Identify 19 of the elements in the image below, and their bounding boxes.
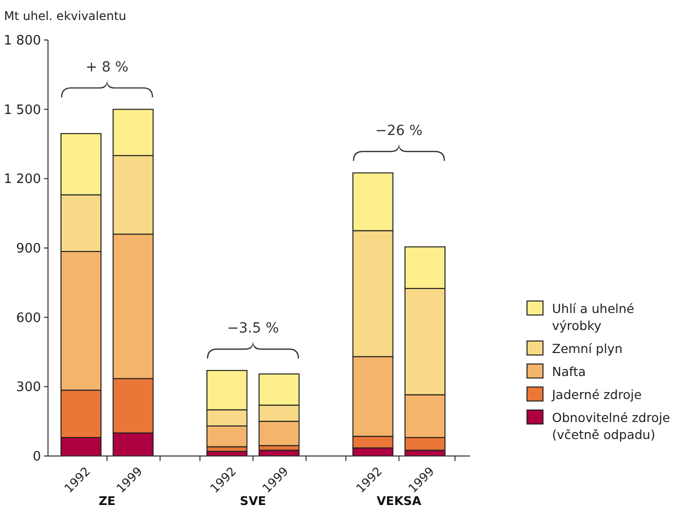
y-tick-label: 600 bbox=[16, 310, 41, 326]
legend-label: Nafta bbox=[552, 364, 586, 379]
y-axis-title: Mt uhel. ekvivalentu bbox=[4, 9, 126, 23]
legend-label: Jaderné zdroje bbox=[551, 387, 642, 402]
y-tick-label: 0 bbox=[32, 450, 41, 465]
text: ZE bbox=[98, 494, 116, 508]
y-tick-label: 900 bbox=[16, 242, 41, 257]
y-tick-label: 1 800 bbox=[4, 34, 41, 49]
y-tick-label: 1 500 bbox=[4, 102, 41, 118]
legend-label: Obnovitelné zdroje (včetně odpadu) bbox=[552, 410, 670, 442]
y-tick-label: 1 200 bbox=[4, 172, 41, 188]
y-tick-label: 300 bbox=[16, 380, 41, 396]
text: VEKSA bbox=[376, 494, 422, 508]
annotation: −3.5 % bbox=[227, 320, 279, 336]
legend-label: Uhlí a uhelné výrobky bbox=[552, 301, 635, 333]
text: SVE bbox=[240, 494, 266, 508]
annotation: + 8 % bbox=[86, 59, 128, 76]
annotation: −26 % bbox=[375, 122, 423, 139]
legend-label: Zemní plyn bbox=[552, 341, 623, 356]
